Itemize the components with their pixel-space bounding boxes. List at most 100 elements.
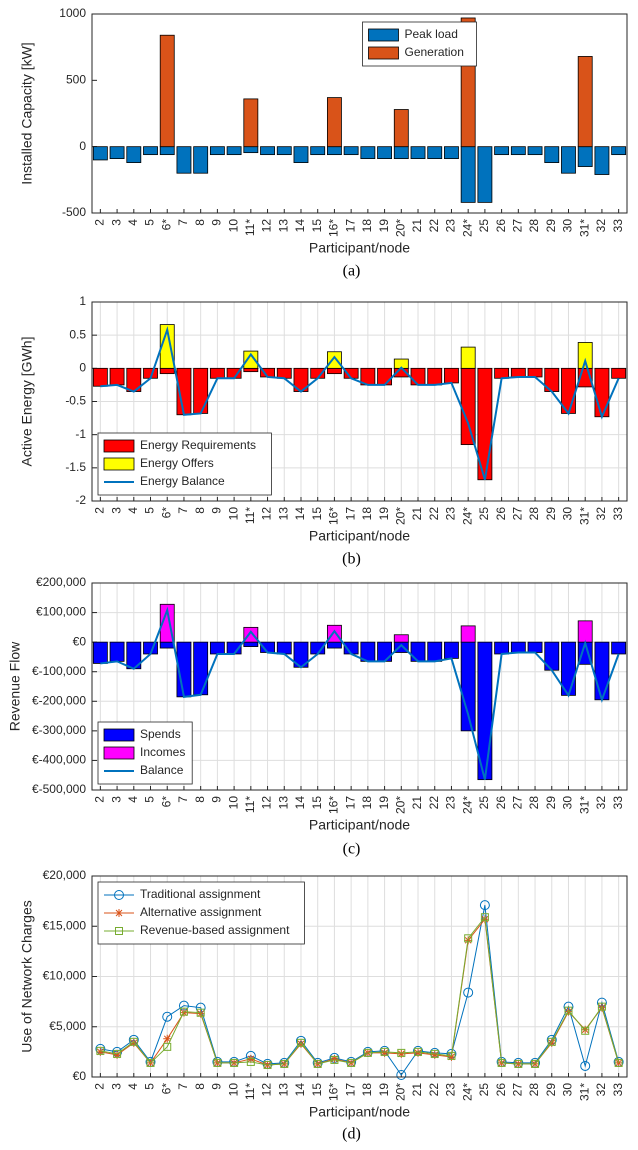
marker: [296, 1039, 305, 1048]
x-tick-label: 14: [293, 219, 307, 233]
x-tick-label: 31*: [577, 219, 591, 237]
x-tick-label: 22: [427, 507, 441, 521]
axes-box: [91, 13, 628, 214]
x-tick-label: 19: [377, 507, 391, 521]
x-tick-label: 11*: [243, 1083, 257, 1100]
y-tick-label: €15,000: [43, 918, 87, 932]
x-tick-label: 9: [210, 219, 224, 226]
y-tick-label: €10,000: [43, 969, 87, 983]
bar: [310, 146, 326, 156]
legend-label: Revenue-based assignment: [140, 923, 290, 937]
marker: [213, 1058, 222, 1067]
marker: [129, 1038, 138, 1047]
x-tick-label: 25: [477, 796, 491, 810]
plot-area: [92, 14, 627, 213]
bar: [544, 146, 560, 163]
bar: [460, 346, 476, 369]
bar: [92, 146, 108, 161]
x-tick-label: 10: [226, 219, 240, 233]
x-tick-label: 16*: [327, 219, 341, 237]
y-tick-label: -1: [75, 427, 86, 441]
marker: [246, 1057, 255, 1066]
x-tick-label: 25: [477, 1083, 491, 1097]
bar: [527, 641, 543, 653]
legend-label: Generation: [405, 45, 464, 59]
x-tick-label: 18: [360, 796, 374, 810]
bar: [477, 146, 493, 203]
x-tick-label: 7: [176, 507, 190, 514]
bar: [92, 367, 108, 387]
x-tick-label: 13: [276, 796, 290, 810]
x-tick-label: 10: [226, 1083, 240, 1097]
x-tick-label: 26: [494, 219, 508, 233]
x-tick-label: 16*: [327, 1083, 341, 1101]
x-tick-label: 11*: [243, 796, 257, 813]
x-tick-label: 27: [511, 219, 525, 233]
x-tick-label: 24*: [460, 219, 474, 237]
legend-label: Energy Requirements: [140, 438, 256, 452]
x-tick-label: 13: [276, 219, 290, 233]
x-tick-label: 13: [276, 1083, 290, 1097]
x-tick-label: 17: [343, 507, 357, 521]
bar: [193, 367, 209, 414]
x-tick-label: 5: [143, 219, 157, 226]
x-tick-label: 9: [210, 1083, 224, 1090]
y-tick-label: €-500,000: [32, 782, 86, 796]
x-tick-label: 16*: [327, 796, 341, 814]
x-tick-label: 32: [594, 507, 608, 521]
x-tick-label: 12: [260, 1083, 274, 1097]
x-axis-label: Participant/node: [309, 240, 410, 256]
x-tick-label: 5: [143, 507, 157, 514]
x-tick-label: 25: [477, 219, 491, 233]
x-tick-label: 18: [360, 507, 374, 521]
x-tick-label: 28: [527, 219, 541, 233]
marker: [146, 1058, 155, 1067]
y-tick-label: €0: [73, 1069, 87, 1083]
y-tick-label: €-300,000: [32, 723, 86, 737]
x-tick-label: 4: [126, 219, 140, 226]
marker: [396, 1069, 407, 1080]
y-tick-label: €0: [73, 634, 87, 648]
y-axis-label: Use of Network Charges: [19, 900, 35, 1053]
bar: [276, 146, 292, 156]
x-tick-label: 19: [377, 219, 391, 233]
x-tick-label: 19: [377, 796, 391, 810]
marker: [263, 1060, 272, 1069]
x-tick-label: 7: [176, 796, 190, 803]
bar: [577, 620, 593, 643]
legend-label: Incomes: [140, 745, 185, 759]
caption: (b): [342, 551, 361, 568]
bar: [276, 641, 292, 655]
bar: [460, 367, 476, 446]
x-tick-label: 24*: [460, 1083, 474, 1101]
x-tick-label: 17: [343, 1083, 357, 1097]
marker: [447, 1051, 456, 1060]
marker: [96, 1047, 105, 1056]
x-tick-label: 31*: [577, 507, 591, 525]
x-tick-label: 29: [544, 796, 558, 810]
y-tick-label: 500: [66, 73, 86, 87]
bar: [510, 641, 526, 653]
marker: [280, 1059, 289, 1068]
x-tick-label: 28: [527, 1083, 541, 1097]
x-tick-label: 33: [611, 1083, 625, 1097]
bar: [577, 342, 593, 369]
bar: [527, 367, 543, 378]
x-tick-label: 29: [544, 507, 558, 521]
x-tick-label: 26: [494, 1083, 508, 1097]
marker: [463, 987, 474, 998]
bar: [510, 146, 526, 156]
bar: [326, 367, 342, 375]
legend-swatch: [103, 746, 135, 760]
x-tick-label: 9: [210, 507, 224, 514]
bar: [326, 624, 342, 643]
y-tick-label: 1: [79, 294, 86, 308]
axes-box: [91, 301, 628, 502]
marker: [196, 1008, 205, 1017]
bar: [594, 367, 610, 418]
x-tick-label: 21: [410, 507, 424, 521]
bar: [611, 367, 627, 379]
bar: [577, 56, 593, 148]
y-tick-label: 1000: [59, 6, 86, 20]
x-tick-label: 29: [544, 1083, 558, 1097]
